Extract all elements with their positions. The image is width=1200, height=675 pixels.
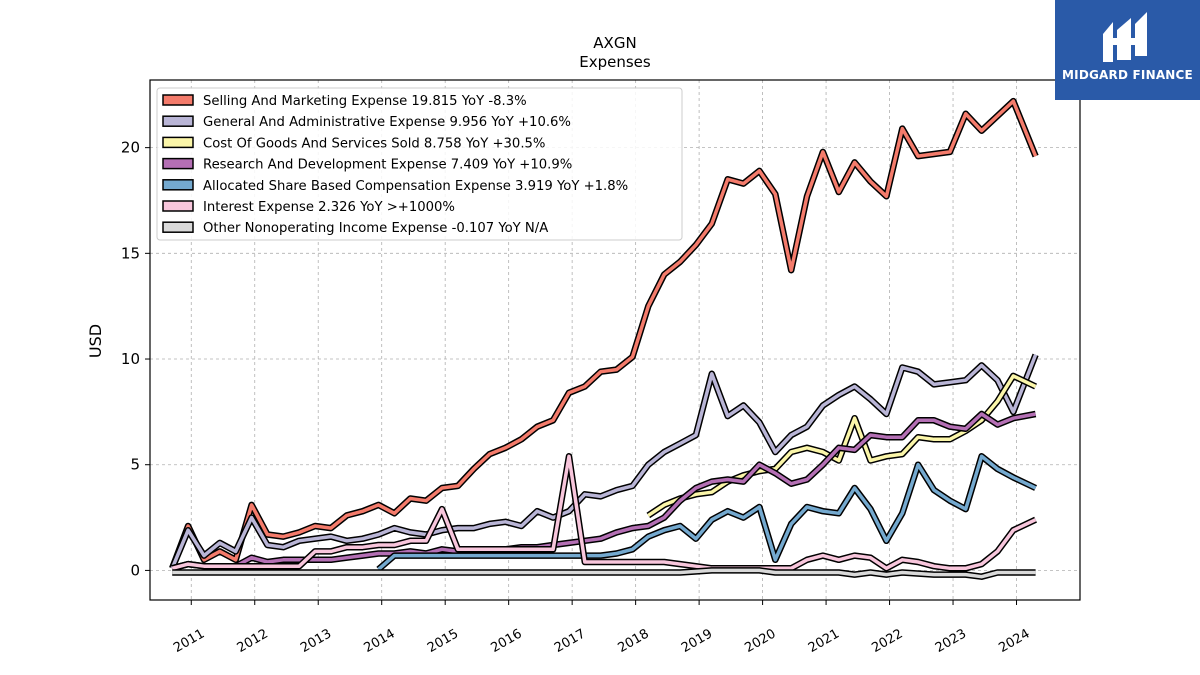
chart-title: AXGN: [593, 34, 636, 52]
logo-text: MIDGARD FINANCE: [1062, 68, 1193, 82]
legend-entry: Research And Development Expense 7.409 Y…: [203, 158, 572, 173]
series-line-6: [172, 568, 1036, 579]
series-line-3: [171, 412, 1036, 570]
midgard-finance-logo: MIDGARD FINANCE: [1055, 0, 1200, 100]
legend-entry: Other Nonoperating Income Expense -0.107…: [203, 221, 548, 236]
legend-box: [156, 87, 683, 241]
legend-swatch: [162, 179, 194, 191]
y-tick-label: 20: [121, 139, 140, 157]
series-line-4: [377, 454, 1037, 571]
y-tick-label: 5: [130, 456, 140, 474]
legend-swatch: [162, 136, 194, 149]
legend-swatch: [162, 94, 194, 106]
y-tick-label: 15: [121, 244, 140, 262]
series-line-5: [171, 454, 1037, 571]
legend-entry: Allocated Share Based Compensation Expen…: [203, 179, 628, 194]
legend-swatch: [162, 115, 194, 127]
chart-subtitle: Expenses: [579, 53, 651, 71]
legend-entry: Cost Of Goods And Services Sold 8.758 Yo…: [203, 136, 545, 151]
y-tick-label: 10: [121, 350, 140, 368]
y-axis-label: USD: [86, 324, 105, 358]
series-line-1: [170, 354, 1038, 569]
legend-swatch: [162, 221, 194, 233]
legend-entry: Selling And Marketing Expense 19.815 YoY…: [203, 94, 527, 109]
y-tick-label: 0: [130, 561, 140, 579]
legend-swatch: [162, 157, 194, 170]
legend-swatch: [162, 200, 194, 212]
legend-entry: Interest Expense 2.326 YoY >+1000%: [203, 200, 455, 215]
plot-frame: [149, 79, 1081, 601]
series-line-0: [170, 99, 1038, 569]
legend-entry: General And Administrative Expense 9.956…: [203, 115, 571, 130]
logo-mark-icon: [1103, 12, 1147, 62]
